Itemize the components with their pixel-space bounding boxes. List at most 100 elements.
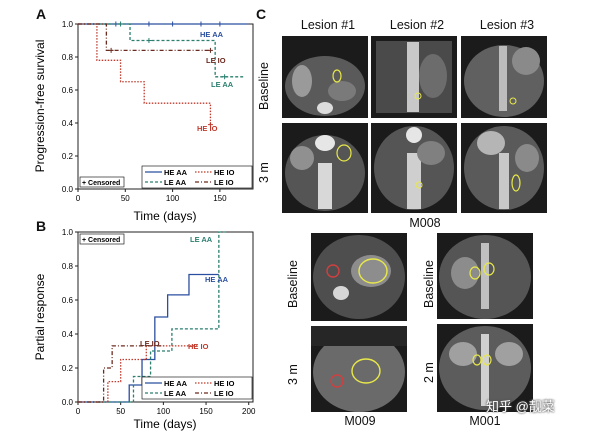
chart-a-censored-box [79,176,125,188]
censor-mark [108,47,114,53]
label-b-le-aa: LE AA [190,235,213,244]
chart-b-series [78,231,228,403]
panel-c-letter: C [256,6,267,22]
chart-b-x-ticks: 0 50 100 150 200 [76,402,256,416]
ct-m008-lesion3-baseline [461,36,547,118]
legend-a-he-aa: HE AA [164,168,188,177]
ct-m008-lesion2-3m [371,123,457,213]
m009-baseline-label: Baseline [286,260,300,308]
y-tick-label: 0.2 [62,152,74,161]
patient-m001-label: M001 [469,414,501,428]
y-tick-label: 1.0 [62,228,74,237]
patient-m009-label: M009 [344,414,376,428]
ct-m008-lesion2-baseline [371,36,457,118]
series-line-he-io [78,23,212,125]
chart-a-censored-label: + Censored [82,180,120,187]
chart-b-y-ticks: 0.0 0.2 0.4 0.6 0.8 1.0 [62,228,78,407]
label-a-he-io: HE IO [197,124,218,133]
chart-a-series [78,21,249,128]
watermark-text: 知乎 @靓菜 [486,399,555,414]
x-tick-label: 150 [213,194,227,203]
chart-a-xlabel: Time (days) [134,209,197,223]
label-a-he-aa: HE AA [200,30,224,39]
ct-m001-2m [437,324,533,412]
chart-b-frame [77,231,254,403]
legend-b-he-io: HE IO [214,379,235,388]
series-line-he-io [78,345,198,403]
ct-scan-image [376,41,452,113]
y-tick-label: 0.0 [62,185,74,194]
chart-b-censored-box [79,233,125,245]
legend-a-le-aa: LE AA [164,178,187,187]
y-tick-label: 0.0 [62,398,74,407]
chart-b-legend: HE AA LE AA HE IO LE IO [141,376,253,400]
y-tick-label: 0.6 [62,86,74,95]
x-tick-label: 100 [166,194,180,203]
series-line-le-aa [78,231,228,403]
censor-mark [207,47,213,53]
censor-mark [217,21,223,27]
y-tick-label: 0.8 [62,262,74,271]
chart-b-xlabel: Time (days) [134,417,197,431]
lesion-2-title: Lesion #2 [389,18,445,32]
y-tick-label: 0.4 [62,330,74,339]
series-line-le-io [78,345,164,403]
ct-scan-image [464,45,544,117]
censor-mark [146,21,152,27]
x-tick-label: 200 [242,407,256,416]
y-tick-label: 0.8 [62,53,74,62]
chart-a-ylabel: Progression-free survival [33,40,47,173]
x-tick-label: 150 [199,407,213,416]
ct-scan-image [311,326,407,412]
chart-b-censored-label: + Censored [82,237,120,244]
m001-2m-label: 2 m [422,362,436,383]
x-tick-label: 100 [157,407,171,416]
label-b-le-io: LE IO [140,339,160,348]
ct-m008-lesion3-3m [461,123,547,213]
series-line-he-aa [78,273,219,403]
chart-a-legend: HE AA LE AA HE IO LE IO [141,165,253,189]
y-tick-label: 0.6 [62,296,74,305]
ct-scan-image [439,326,531,410]
chart-a-frame [77,23,254,190]
label-b-he-aa: HE AA [205,275,229,284]
censor-mark [207,122,213,128]
label-a-le-aa: LE AA [211,80,234,89]
panel-b-letter: B [36,218,47,234]
chart-a-y-ticks: 0.0 0.2 0.4 0.6 0.8 1.0 [62,20,78,194]
legend-b-le-io: LE IO [214,389,234,398]
ct-m009-3m [311,326,407,412]
ct-m009-baseline [311,233,407,321]
legend-a-he-io: HE IO [214,168,235,177]
legend-b-he-aa: HE AA [164,379,188,388]
x-tick-label: 0 [76,407,81,416]
ct-scan-image [285,56,365,116]
lesion-3-title: Lesion #3 [479,18,535,32]
chart-b-ylabel: Partial response [33,273,47,360]
censor-mark [198,21,204,27]
series-line-le-io [78,23,211,52]
x-tick-label: 50 [121,194,130,203]
lesion-1-title: Lesion #1 [300,18,356,32]
legend-b-le-aa: LE AA [164,389,187,398]
panel-a-letter: A [36,6,47,22]
chart-a: 0.0 0.2 0.4 0.6 0.8 1.0 0 50 100 150 Progression… [33,20,254,223]
m009-3m-label: 3 m [286,364,300,385]
m008-3m-label: 3 m [257,162,271,183]
ct-m008-lesion1-3m [282,123,368,213]
x-tick-label: 0 [76,194,81,203]
patient-m008-label: M008 [409,216,441,230]
legend-a-le-io: LE IO [214,178,234,187]
m008-baseline-label: Baseline [257,62,271,110]
ct-scan-image [313,235,405,319]
series-line-le-aa [78,23,244,78]
label-a-le-io: LE IO [206,56,226,65]
y-tick-label: 0.2 [62,364,74,373]
censor-mark [146,38,152,43]
ct-m008-lesion1-baseline [282,36,368,118]
censor-mark [222,74,228,80]
chart-a-x-ticks: 0 50 100 150 [76,189,227,203]
chart-b: 0.0 0.2 0.4 0.6 0.8 1.0 0 50 100 150 200 Partial … [33,228,256,431]
ct-scan-image [439,235,531,319]
y-tick-label: 1.0 [62,20,74,29]
